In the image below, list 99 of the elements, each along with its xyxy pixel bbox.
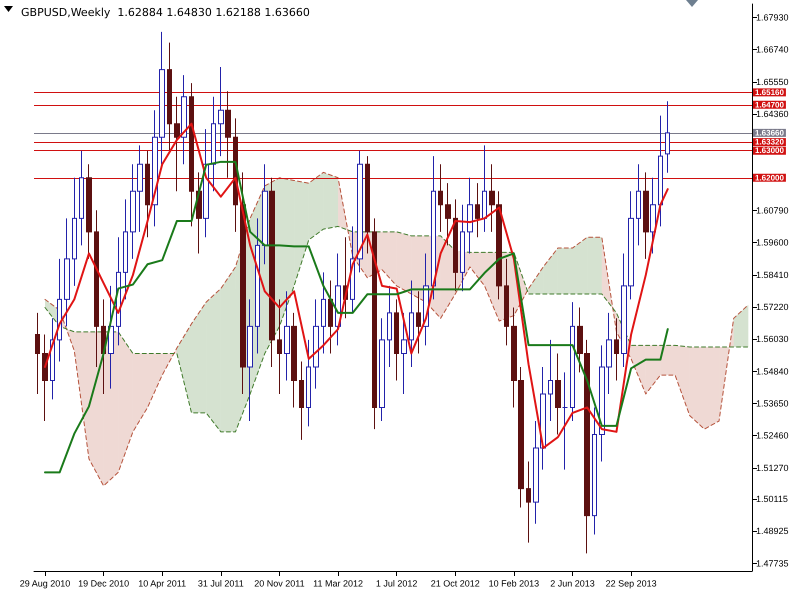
candlestick <box>291 312 297 408</box>
candlestick <box>614 318 619 381</box>
ref-line-label: 1.64700 <box>755 100 784 110</box>
x-tick-label: 2 Jun 2013 <box>550 578 595 588</box>
candlestick <box>658 115 663 227</box>
candlestick <box>72 177 77 286</box>
candlestick <box>262 164 268 265</box>
y-tick-label: 1.58410 <box>756 270 789 280</box>
candlestick <box>174 96 180 192</box>
candlestick <box>167 42 172 152</box>
x-tick-label: 21 Oct 2012 <box>430 578 480 588</box>
candlestick <box>401 312 407 394</box>
candlestick <box>409 280 414 368</box>
candlestick <box>460 204 465 292</box>
candlestick <box>284 290 290 381</box>
candlestick <box>394 298 399 381</box>
y-tick-label: 1.65550 <box>756 76 789 87</box>
candlestick <box>416 290 421 354</box>
x-tick-label: 10 Apr 2011 <box>138 578 186 588</box>
candlestick <box>225 90 231 178</box>
x-tick-label: 11 Mar 2012 <box>313 578 363 588</box>
y-tick-label: 1.50115 <box>756 494 788 504</box>
candlestick <box>211 96 216 192</box>
candlestick <box>240 172 246 394</box>
candlestick <box>526 461 531 544</box>
candlestick <box>357 150 363 273</box>
candlestick <box>504 258 509 346</box>
y-tick-label: 1.67930 <box>756 12 789 23</box>
candlestick <box>665 100 670 174</box>
chart-title: GBPUSD,Weekly 1.62884 1.64830 1.62188 1.63660 <box>21 6 310 19</box>
candlestick <box>299 361 304 440</box>
y-tick-label: 1.52460 <box>756 430 789 441</box>
y-tick-label: 1.54840 <box>756 366 789 376</box>
y-tick-label: 1.47735 <box>756 558 789 568</box>
y-tick-label: 1.59600 <box>756 238 789 248</box>
candlestick <box>431 156 436 300</box>
x-tick-label: 29 Aug 2010 <box>20 578 70 588</box>
candlestick <box>445 182 451 246</box>
y-tick-label: 1.48925 <box>756 526 789 536</box>
y-tick-label: 1.51270 <box>756 462 789 473</box>
candlestick <box>181 74 187 165</box>
candlestick <box>94 210 99 368</box>
candlestick <box>57 258 62 362</box>
candlestick <box>269 177 275 368</box>
candlestick <box>562 372 568 470</box>
ref-line-label: 1.63000 <box>755 146 784 156</box>
y-tick-label: 1.66740 <box>756 44 789 55</box>
candlestick <box>387 285 392 368</box>
x-tick-label: 22 Sep 2013 <box>606 578 657 588</box>
candlestick <box>42 334 48 422</box>
candlestick <box>548 339 553 422</box>
candlestick <box>306 339 311 427</box>
y-tick-label: 1.53650 <box>756 398 789 408</box>
candlestick <box>467 177 473 254</box>
x-tick-label: 31 Jul 2011 <box>198 578 244 588</box>
line-series <box>44 226 749 432</box>
candlestick <box>555 352 561 436</box>
candlestick <box>79 150 84 246</box>
candlestick <box>482 144 487 232</box>
candlestick <box>35 312 40 394</box>
candlestick <box>277 298 282 394</box>
candlestick <box>365 156 370 254</box>
y-tick-label: 1.57220 <box>756 302 789 312</box>
candlestick <box>379 318 385 422</box>
x-tick-label: 10 Feb 2013 <box>488 578 540 588</box>
y-tick-label: 1.60790 <box>756 205 789 216</box>
ref-line-label: 1.63320 <box>755 138 784 147</box>
candlestick <box>475 182 480 238</box>
candlestick <box>643 172 649 260</box>
x-tick-label: 20 Nov 2011 <box>254 578 305 588</box>
candlestick <box>592 406 597 536</box>
y-tick-label: 1.56030 <box>756 334 789 344</box>
candlestick <box>321 272 326 354</box>
candlestick <box>218 66 224 157</box>
candlestick <box>189 82 194 227</box>
candlestick <box>650 177 656 254</box>
candlestick <box>108 285 114 390</box>
candlestick <box>101 298 106 394</box>
candlestick <box>636 164 641 246</box>
ref-line-label: 1.63660 <box>755 128 784 138</box>
candlestick <box>145 150 150 238</box>
x-tick-label: 19 Dec 2010 <box>78 578 130 588</box>
ref-line-label: 1.62000 <box>755 173 784 182</box>
candlestick <box>255 218 260 354</box>
candlestick <box>453 198 458 292</box>
candlestick <box>438 164 443 232</box>
candlestick <box>328 280 333 354</box>
candlestick <box>123 198 128 300</box>
candlestick <box>372 218 377 430</box>
y-tick-label: 1.64360 <box>756 108 789 119</box>
x-tick-label: 1 Jul 2012 <box>376 578 418 588</box>
line-series <box>44 160 669 474</box>
candlestick <box>313 298 319 390</box>
candlestick <box>570 302 575 422</box>
ref-line-label: 1.65160 <box>755 88 784 97</box>
candlestick <box>64 218 70 327</box>
candlestick <box>247 298 253 422</box>
candlestick <box>86 164 92 260</box>
line-series <box>44 122 669 450</box>
